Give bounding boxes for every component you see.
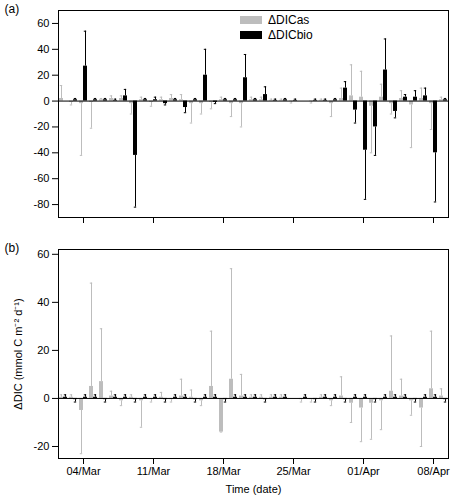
svg-text:20: 20 [37, 344, 49, 356]
svg-text:-40: -40 [34, 146, 50, 158]
svg-text:0: 0 [43, 392, 49, 404]
svg-text:ΔDIC (mmol C m⁻² d⁻¹): ΔDIC (mmol C m⁻² d⁻¹) [12, 298, 24, 409]
svg-text:0: 0 [43, 95, 49, 107]
html-text:ΔDICbio: ΔDICbio [268, 27, 313, 42]
svg-text:40: 40 [37, 43, 49, 55]
svg-text:01/Apr: 01/Apr [347, 465, 380, 477]
svg-text:25/Mar: 25/Mar [276, 465, 311, 477]
svg-text:08/Apr: 08/Apr [417, 465, 450, 477]
svg-text:11/Mar: 11/Mar [137, 465, 171, 477]
svg-text:-60: -60 [34, 172, 50, 184]
html-text:ΔDICas: ΔDICas [268, 12, 310, 27]
svg-text:(b): (b) [5, 241, 20, 255]
svg-text:60: 60 [37, 248, 49, 260]
svg-text:Time (date): Time (date) [226, 483, 282, 495]
svg-text:-20: -20 [34, 440, 50, 452]
svg-text:18/Mar: 18/Mar [206, 465, 241, 477]
svg-text:60: 60 [37, 17, 49, 29]
svg-text:40: 40 [37, 296, 49, 308]
svg-text:04/Mar: 04/Mar [66, 465, 101, 477]
svg-text:-20: -20 [34, 120, 50, 132]
svg-text:20: 20 [37, 69, 49, 81]
svg-text:-80: -80 [34, 198, 50, 210]
svg-text:(a): (a) [5, 2, 20, 16]
